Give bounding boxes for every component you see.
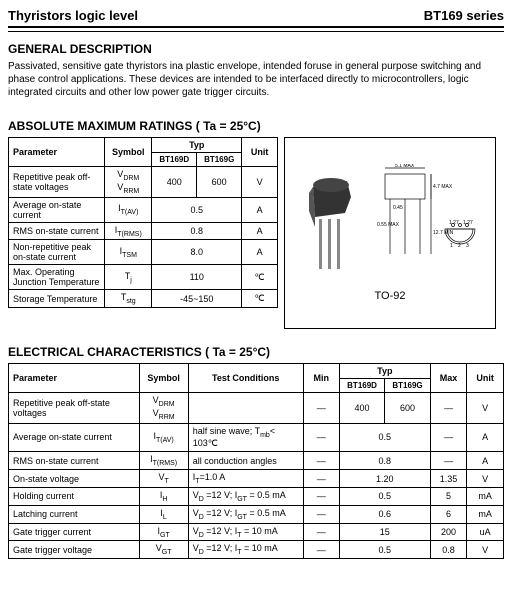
amr-title: ABSOLUTE MAXIMUM RATINGS ( Ta = 25°C) xyxy=(8,119,504,133)
page-header: Thyristors logic level BT169 series xyxy=(8,8,504,28)
elec-col-sub2: BT169G xyxy=(385,379,431,393)
general-title: GENERAL DESCRIPTION xyxy=(8,42,504,56)
elec-col-sub1: BT169D xyxy=(339,379,384,393)
elec-col-unit: Unit xyxy=(467,364,504,393)
header-right: BT169 series xyxy=(424,8,504,23)
table-row: RMS on-state currentIT(RMS)0.8A xyxy=(9,222,278,240)
package-label: TO-92 xyxy=(375,290,406,302)
table-row: Holding currentIHVD =12 V; IGT = 0.5 mA—… xyxy=(9,487,504,505)
elec-col-symbol: Symbol xyxy=(139,364,188,393)
svg-text:12.7 MIN: 12.7 MIN xyxy=(433,230,454,236)
svg-text:3: 3 xyxy=(466,243,469,249)
amr-col-sub1: BT169D xyxy=(152,153,197,167)
header-rule xyxy=(8,31,504,32)
amr-col-symbol: Symbol xyxy=(105,138,152,167)
svg-text:4.7 MAX: 4.7 MAX xyxy=(433,184,453,190)
svg-text:1.27: 1.27 xyxy=(449,220,459,226)
general-text: Passivated, sensitive gate thyristors in… xyxy=(8,60,504,99)
svg-text:1: 1 xyxy=(450,243,453,249)
amr-col-typ: Typ xyxy=(152,138,242,153)
svg-text:5.1 MAX: 5.1 MAX xyxy=(395,164,415,169)
table-row: Repetitive peak off-state voltagesVDRMVR… xyxy=(9,393,504,424)
table-row: Latching currentILVD =12 V; IGT = 0.5 mA… xyxy=(9,505,504,523)
svg-text:0.55 MAX: 0.55 MAX xyxy=(377,222,400,228)
elec-title: ELECTRICAL CHARACTERISTICS ( Ta = 25°C) xyxy=(8,345,504,359)
elec-col-max: Max xyxy=(430,364,467,393)
amr-col-unit: Unit xyxy=(242,138,278,167)
elec-col-typ: Typ xyxy=(339,364,430,379)
to92-3d-icon xyxy=(295,169,365,279)
header-left: Thyristors logic level xyxy=(8,8,138,23)
svg-text:2: 2 xyxy=(458,243,461,249)
elec-col-min: Min xyxy=(303,364,339,393)
to92-dims-icon: 5.1 MAX 4.7 MAX 12.7 MIN 0.55 MAX 0.45 1… xyxy=(375,164,485,284)
table-row: Average on-state currentIT(AV)half sine … xyxy=(9,423,504,452)
table-row: RMS on-state currentIT(RMS)all conductio… xyxy=(9,452,504,470)
elec-col-cond: Test Conditions xyxy=(188,364,303,393)
table-row: Non-repetitive peak on-state currentITSM… xyxy=(9,240,278,265)
table-row: Max. Operating Junction TemperatureTj110… xyxy=(9,265,278,290)
table-row: Storage TemperatureTstg-45~150℃ xyxy=(9,290,278,308)
elec-table: Parameter Symbol Test Conditions Min Typ… xyxy=(8,363,504,559)
table-row: Repetitive peak off-state voltagesVDRMVR… xyxy=(9,167,278,198)
amr-table: Parameter Symbol Typ Unit BT169D BT169G … xyxy=(8,137,278,308)
table-row: On-state voltageVTIT=1.0 A—1.201.35V xyxy=(9,470,504,488)
table-row: Gate trigger voltageVGTVD =12 V; IT = 10… xyxy=(9,541,504,559)
elec-col-param: Parameter xyxy=(9,364,140,393)
table-row: Gate trigger currentIGTVD =12 V; IT = 10… xyxy=(9,523,504,541)
svg-text:1.27: 1.27 xyxy=(463,220,473,226)
svg-text:0.45: 0.45 xyxy=(393,205,403,211)
amr-col-sub2: BT169G xyxy=(197,153,242,167)
amr-col-param: Parameter xyxy=(9,138,105,167)
table-row: Average on-state currentIT(AV)0.5A xyxy=(9,197,278,222)
package-diagram: 5.1 MAX 4.7 MAX 12.7 MIN 0.55 MAX 0.45 1… xyxy=(284,137,496,329)
